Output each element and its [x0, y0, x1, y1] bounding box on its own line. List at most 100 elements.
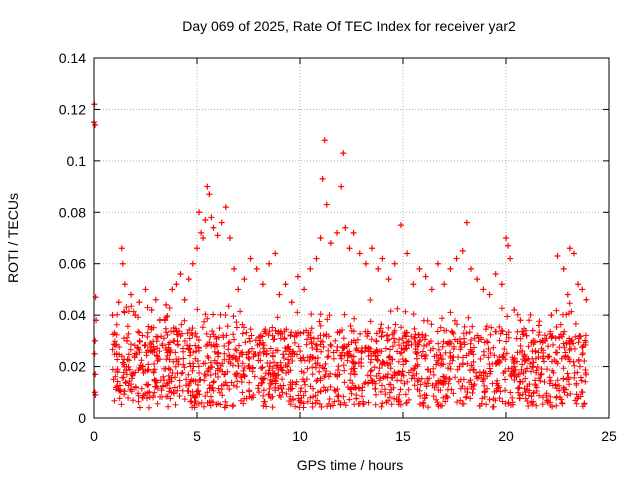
data-point [575, 281, 582, 288]
data-point [123, 337, 130, 344]
data-point [194, 245, 200, 252]
data-point [152, 296, 159, 303]
data-point [222, 204, 229, 211]
data-point [189, 260, 196, 267]
data-point [453, 255, 460, 262]
grid-lines [94, 58, 609, 418]
data-point [511, 307, 518, 313]
data-point [92, 371, 99, 378]
data-point [214, 232, 221, 239]
data-point [119, 260, 126, 267]
data-point [385, 276, 392, 283]
data-point [441, 281, 448, 288]
data-point [313, 255, 320, 262]
x-tick-label: 15 [395, 428, 411, 444]
data-point [542, 337, 549, 344]
plot-frame [93, 57, 610, 419]
data-point [142, 286, 149, 293]
data-point [323, 201, 330, 208]
data-point [272, 250, 279, 257]
data-point [156, 317, 163, 324]
data-point [266, 260, 273, 267]
data-point [294, 273, 301, 280]
data-point [173, 281, 180, 288]
data-point [202, 217, 209, 223]
data-point [128, 291, 135, 298]
data-point [463, 219, 470, 226]
data-point [428, 286, 435, 293]
data-point [560, 265, 567, 272]
data-point [208, 214, 215, 221]
data-point [535, 322, 542, 329]
x-axis-ticks: 0 5 10 15 20 25 [90, 58, 617, 444]
chart-title: Day 069 of 2025, Rate Of TEC Index for r… [182, 18, 516, 34]
data-point [185, 276, 192, 283]
data-point [111, 330, 118, 337]
data-point [375, 265, 382, 272]
data-point [210, 224, 217, 231]
data-point [338, 183, 345, 190]
y-tick-label: 0.04 [59, 307, 86, 323]
data-point [276, 291, 283, 298]
data-point [92, 391, 99, 398]
data-point [136, 299, 143, 306]
y-tick-label: 0.02 [59, 359, 86, 375]
data-point [301, 286, 308, 293]
data-point [350, 229, 357, 236]
data-point [121, 281, 128, 288]
data-point [132, 312, 139, 319]
data-point [288, 299, 295, 306]
data-point [113, 350, 120, 357]
data-point [91, 350, 98, 357]
y-axis-label: ROTI / TECUs [5, 193, 21, 283]
data-point [241, 276, 248, 283]
data-point [505, 242, 512, 249]
data-point [507, 255, 514, 262]
data-point [204, 183, 211, 190]
y-tick-label: 0 [78, 410, 86, 426]
data-point [554, 253, 561, 259]
data-point [369, 245, 376, 252]
x-tick-label: 20 [498, 428, 514, 444]
data-point [334, 229, 341, 236]
y-tick-label: 0.08 [59, 204, 86, 220]
data-point [206, 191, 213, 198]
x-tick-label: 10 [292, 428, 308, 444]
data-point [235, 286, 242, 293]
data-point [218, 219, 225, 226]
data-point [109, 312, 116, 319]
data-point [181, 296, 188, 303]
data-point [564, 291, 571, 298]
data-point [379, 255, 386, 262]
data-point [340, 150, 347, 157]
data-point [474, 276, 481, 283]
data-point [200, 235, 207, 241]
dense-data-band [109, 297, 590, 411]
data-point [169, 286, 176, 293]
data-point [467, 265, 474, 272]
data-point [459, 247, 466, 254]
data-point [342, 224, 349, 231]
data-point [416, 265, 423, 272]
data-point [319, 175, 326, 182]
data-point [346, 245, 353, 252]
data-point [517, 317, 524, 324]
data-point [486, 291, 493, 298]
y-tick-label: 0.12 [59, 101, 86, 117]
data-point [447, 265, 454, 272]
data-point [362, 260, 369, 267]
data-point [548, 312, 555, 319]
x-tick-label: 0 [90, 428, 98, 444]
data-point [148, 307, 155, 313]
data-point [570, 250, 577, 257]
data-point [410, 281, 417, 288]
y-axis-ticks: 0 0.02 0.04 0.06 0.08 0.1 0.12 0.14 [59, 50, 609, 426]
data-point [226, 235, 233, 241]
data-point [231, 265, 238, 272]
data-point [566, 245, 573, 252]
data-point [480, 286, 487, 293]
x-axis-label: GPS time / hours [297, 457, 404, 473]
data-point [356, 250, 363, 257]
data-point [503, 235, 509, 241]
